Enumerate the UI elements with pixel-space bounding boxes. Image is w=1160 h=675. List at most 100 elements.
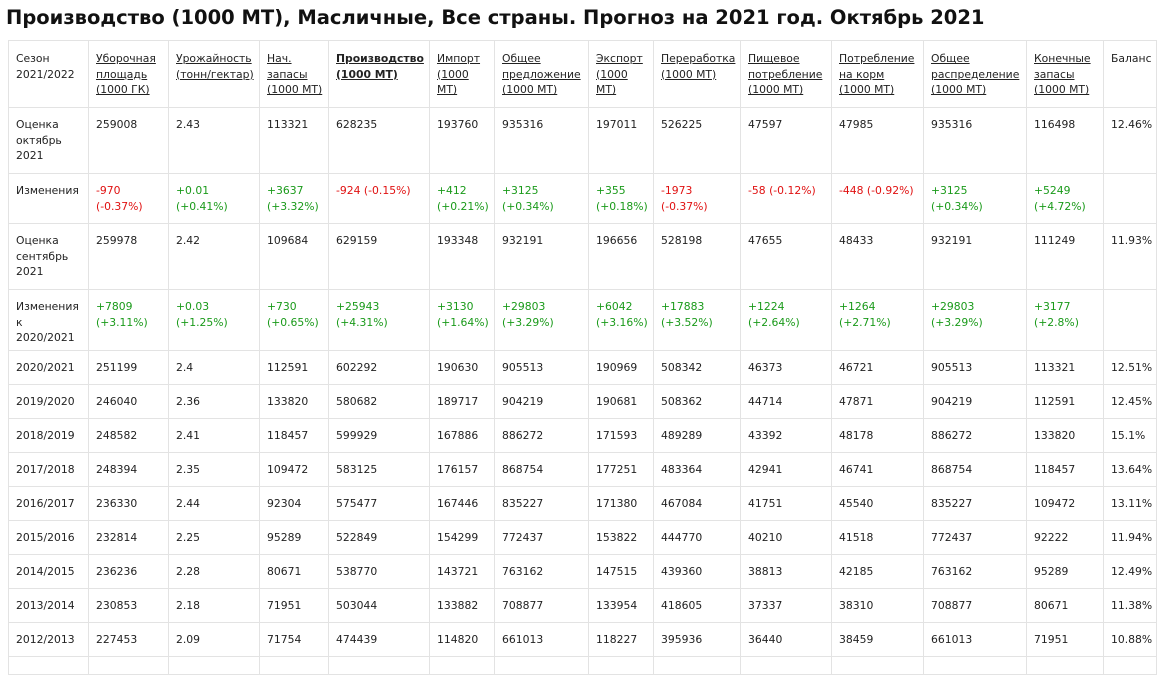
table-cell: 12.45% <box>1103 383 1157 419</box>
table-row: Изменения -970 (-0.37%) +0.01 (+0.41%) +363… <box>8 173 1157 224</box>
table-cell: 12.49% <box>1103 553 1157 589</box>
table-cell: 38813 <box>740 553 832 589</box>
table-cell: 763162 <box>494 553 589 589</box>
row-label: 2014/2015 <box>8 553 89 589</box>
sort-link[interactable]: Нач. запасы (1000 МТ) <box>267 52 323 96</box>
table-cell: 113321 <box>259 107 329 174</box>
table-cell: 71951 <box>1026 621 1104 657</box>
sort-link[interactable]: Импорт (1000 МТ) <box>437 52 481 96</box>
table-cell: 232814 <box>88 519 169 555</box>
table-cell: 13.11% <box>1103 485 1157 521</box>
table-cell: 2.44 <box>168 485 260 521</box>
table-cell: 197011 <box>588 107 654 174</box>
table-cell: 2.28 <box>168 553 260 589</box>
sort-link[interactable]: Производство (1000 МТ) <box>336 52 424 81</box>
table-cell: +6042 (+3.16%) <box>588 289 654 351</box>
table-cell: 95289 <box>1026 553 1104 589</box>
row-label: 2015/2016 <box>8 519 89 555</box>
header-label: Сезон 2021/2022 <box>16 52 75 81</box>
table-cell: 248582 <box>88 417 169 453</box>
table-cell: 133820 <box>259 383 329 419</box>
table-cell: 528198 <box>653 223 741 290</box>
table-cell: 868754 <box>494 451 589 487</box>
column-header: Импорт (1000 МТ) <box>429 40 495 108</box>
table-cell: 2.43 <box>168 107 260 174</box>
row-label: 2016/2017 <box>8 485 89 521</box>
sort-link[interactable]: Потребление на корм (1000 МТ) <box>839 52 915 96</box>
sort-link[interactable]: Урожайность (тонн/гектар) <box>176 52 254 81</box>
table-cell: 904219 <box>923 383 1027 419</box>
table-cell: 41518 <box>831 519 924 555</box>
table-cell: 246040 <box>88 383 169 419</box>
table-cell: 171593 <box>588 417 654 453</box>
table-cell: 708877 <box>923 587 1027 623</box>
sort-link[interactable]: Конечные запасы (1000 МТ) <box>1034 52 1091 96</box>
column-header: Сезон 2021/2022 <box>8 40 89 108</box>
table-row: 2016/2017 236330 2.44 92304 575477 167446 8352… <box>8 485 1157 521</box>
table-cell: 133820 <box>1026 417 1104 453</box>
table-cell: 2.09 <box>168 621 260 657</box>
column-header: Урожайность (тонн/гектар) <box>168 40 260 108</box>
table-cell: 153822 <box>588 519 654 555</box>
table-cell: 259978 <box>88 223 169 290</box>
table-cell: +3125 (+0.34%) <box>923 173 1027 224</box>
sort-link[interactable]: Пищевое потребление (1000 МТ) <box>748 52 823 96</box>
table-cell: 133954 <box>588 587 654 623</box>
table-cell: 171380 <box>588 485 654 521</box>
table-cell: 189717 <box>429 383 495 419</box>
table-cell: 868754 <box>923 451 1027 487</box>
table-cell <box>429 655 495 675</box>
row-label: 2019/2020 <box>8 383 89 419</box>
table-cell: 526225 <box>653 107 741 174</box>
table-cell: 904219 <box>494 383 589 419</box>
table-cell: 2.18 <box>168 587 260 623</box>
table-cell: 886272 <box>494 417 589 453</box>
table-cell: +412 (+0.21%) <box>429 173 495 224</box>
row-label: Изменения <box>8 173 89 224</box>
sort-link[interactable]: Переработка (1000 МТ) <box>661 52 736 81</box>
table-cell: 92222 <box>1026 519 1104 555</box>
table-cell: 522849 <box>328 519 430 555</box>
table-cell <box>1103 173 1157 224</box>
column-header: Переработка (1000 МТ) <box>653 40 741 108</box>
table-cell <box>740 655 832 675</box>
table-cell <box>168 655 260 675</box>
row-label: 2020/2021 <box>8 349 89 385</box>
table-cell: 580682 <box>328 383 430 419</box>
table-cell <box>259 655 329 675</box>
table-row: 2013/2014 230853 2.18 71951 503044 133882 7088… <box>8 587 1157 623</box>
table-cell: 45540 <box>831 485 924 521</box>
table-cell: 147515 <box>588 553 654 589</box>
table-cell <box>588 655 654 675</box>
table-cell: 109684 <box>259 223 329 290</box>
table-cell: 47597 <box>740 107 832 174</box>
table-cell: 772437 <box>494 519 589 555</box>
table-cell: 42941 <box>740 451 832 487</box>
table-row: Оценка сентябрь 2021 259978 2.42 109684 6291… <box>8 223 1157 290</box>
table-cell: 47871 <box>831 383 924 419</box>
table-cell: +3637 (+3.32%) <box>259 173 329 224</box>
sort-link[interactable]: Общее предложение (1000 МТ) <box>502 52 581 96</box>
sort-link[interactable]: Общее распределение (1000 МТ) <box>931 52 1020 96</box>
sort-link[interactable]: Уборочная площадь (1000 ГК) <box>96 52 156 96</box>
table-cell: 44714 <box>740 383 832 419</box>
sort-link[interactable]: Экспорт (1000 МТ) <box>596 52 643 96</box>
table-cell: +0.03 (+1.25%) <box>168 289 260 351</box>
row-label: Оценка сентябрь 2021 <box>8 223 89 290</box>
table-cell: 48433 <box>831 223 924 290</box>
table-cell <box>1026 655 1104 675</box>
table-cell: 11.93% <box>1103 223 1157 290</box>
table-cell: 538770 <box>328 553 430 589</box>
table-cell: 154299 <box>429 519 495 555</box>
table-cell: 251199 <box>88 349 169 385</box>
table-cell: 15.1% <box>1103 417 1157 453</box>
table-cell: +3130 (+1.64%) <box>429 289 495 351</box>
table-cell: -924 (-0.15%) <box>328 173 430 224</box>
table-cell: -58 (-0.12%) <box>740 173 832 224</box>
header-label: Баланс <box>1111 52 1152 65</box>
table-cell: 112591 <box>259 349 329 385</box>
table-cell: 227453 <box>88 621 169 657</box>
table-cell: 193760 <box>429 107 495 174</box>
table-cell: 167446 <box>429 485 495 521</box>
table-row: 2015/2016 232814 2.25 95289 522849 154299 7724… <box>8 519 1157 555</box>
